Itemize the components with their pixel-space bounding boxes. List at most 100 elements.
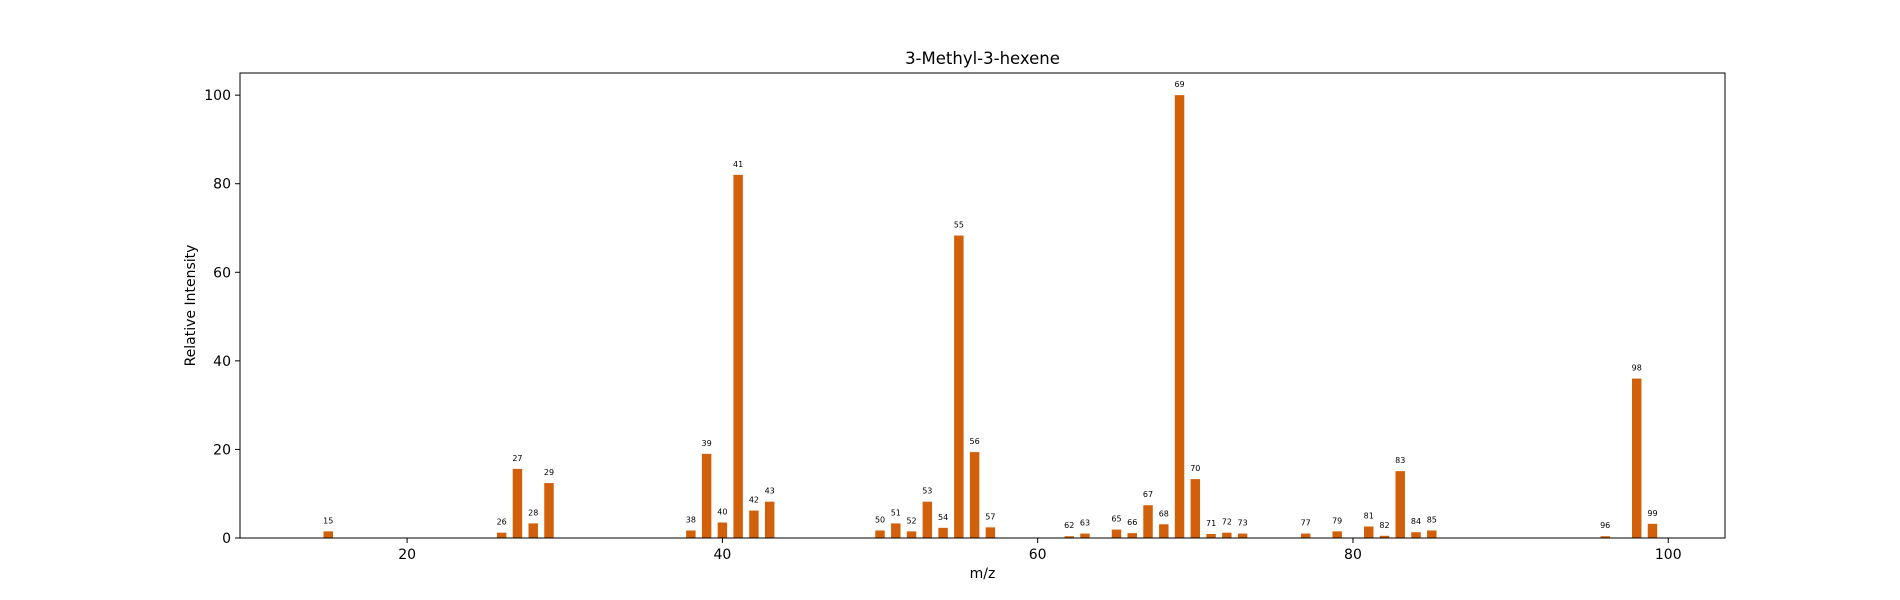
bar-mz-67 bbox=[1143, 505, 1153, 538]
data-label-mz-83: 83 bbox=[1395, 456, 1405, 465]
data-label-mz-96: 96 bbox=[1600, 521, 1610, 530]
data-label-mz-54: 54 bbox=[938, 513, 948, 522]
data-label-mz-84: 84 bbox=[1411, 517, 1421, 526]
bar-mz-27 bbox=[512, 468, 523, 538]
data-label-mz-38: 38 bbox=[686, 515, 696, 524]
bar-mz-98 bbox=[1631, 378, 1642, 538]
data-label-mz-99: 99 bbox=[1647, 509, 1657, 518]
data-label-mz-69: 69 bbox=[1174, 80, 1184, 89]
data-label-mz-70: 70 bbox=[1190, 464, 1200, 473]
bar-mz-41 bbox=[733, 174, 743, 538]
data-label-mz-62: 62 bbox=[1064, 521, 1074, 530]
data-label-mz-65: 65 bbox=[1111, 515, 1121, 524]
y-axis-title: Relative Intensity bbox=[183, 245, 199, 367]
bar-mz-96 bbox=[1600, 536, 1610, 538]
y-tick-label-40: 40 bbox=[213, 354, 231, 370]
data-label-mz-40: 40 bbox=[717, 508, 727, 517]
bar-mz-62 bbox=[1064, 536, 1074, 538]
bar-mz-39 bbox=[701, 453, 712, 538]
bar-mz-54 bbox=[938, 527, 948, 538]
y-tick-label-20: 20 bbox=[213, 442, 231, 458]
data-label-mz-72: 72 bbox=[1222, 518, 1232, 527]
bar-mz-29 bbox=[544, 483, 554, 538]
y-tick-label-0: 0 bbox=[222, 531, 231, 547]
bar-mz-66 bbox=[1127, 533, 1137, 538]
data-label-mz-53: 53 bbox=[922, 487, 932, 496]
y-tick-label-80: 80 bbox=[213, 177, 231, 193]
data-label-mz-68: 68 bbox=[1159, 509, 1169, 518]
data-label-mz-39: 39 bbox=[702, 439, 712, 448]
bar-mz-53 bbox=[922, 501, 933, 538]
plot-frame bbox=[239, 72, 1726, 539]
data-label-mz-26: 26 bbox=[497, 518, 507, 527]
bar-mz-15 bbox=[323, 531, 334, 538]
bar-mz-43 bbox=[764, 501, 775, 538]
data-label-mz-29: 29 bbox=[544, 468, 554, 477]
bar-mz-99 bbox=[1647, 523, 1658, 538]
data-label-mz-98: 98 bbox=[1632, 364, 1642, 373]
data-label-mz-77: 77 bbox=[1301, 519, 1311, 528]
data-label-mz-73: 73 bbox=[1238, 519, 1248, 528]
bar-mz-63 bbox=[1080, 533, 1090, 538]
x-tick-label-100: 100 bbox=[1655, 547, 1682, 563]
data-label-mz-28: 28 bbox=[528, 508, 538, 517]
data-label-mz-81: 81 bbox=[1364, 511, 1374, 520]
bar-mz-26 bbox=[496, 532, 507, 538]
data-label-mz-67: 67 bbox=[1143, 490, 1153, 499]
data-label-mz-85: 85 bbox=[1427, 515, 1437, 524]
data-label-mz-57: 57 bbox=[985, 512, 995, 521]
data-label-mz-51: 51 bbox=[891, 508, 901, 517]
bar-mz-68 bbox=[1159, 524, 1169, 538]
data-label-mz-56: 56 bbox=[970, 437, 980, 446]
data-label-mz-79: 79 bbox=[1332, 516, 1342, 525]
data-label-mz-82: 82 bbox=[1379, 521, 1389, 530]
y-tick-label-100: 100 bbox=[204, 88, 231, 104]
bar-mz-83 bbox=[1395, 471, 1405, 538]
bar-mz-50 bbox=[875, 530, 885, 538]
bar-mz-69 bbox=[1174, 95, 1185, 539]
data-labels-layer: 15 26 27 28 29 38 39 40 41 42 43 50 51 52 53 54 55 56 57 62… bbox=[323, 80, 1657, 530]
bar-mz-84 bbox=[1411, 532, 1421, 538]
bar-mz-73 bbox=[1237, 533, 1248, 538]
y-axis: 0 20 40 60 80 100 bbox=[204, 88, 240, 547]
x-axis: 20 40 60 80 100 bbox=[398, 538, 1682, 563]
x-tick-label-80: 80 bbox=[1344, 547, 1362, 563]
data-label-mz-66: 66 bbox=[1127, 518, 1137, 527]
y-tick-label-60: 60 bbox=[213, 265, 231, 281]
bar-mz-70 bbox=[1190, 479, 1201, 538]
bar-mz-82 bbox=[1379, 535, 1390, 538]
bar-mz-42 bbox=[749, 510, 759, 538]
bar-mz-77 bbox=[1300, 533, 1311, 538]
data-label-mz-63: 63 bbox=[1080, 519, 1090, 528]
data-label-mz-71: 71 bbox=[1206, 519, 1216, 528]
data-label-mz-15: 15 bbox=[323, 516, 333, 525]
bar-mz-28 bbox=[528, 523, 538, 538]
data-label-mz-27: 27 bbox=[512, 454, 522, 463]
data-label-mz-41: 41 bbox=[733, 160, 743, 169]
data-label-mz-52: 52 bbox=[906, 516, 916, 525]
data-label-mz-50: 50 bbox=[875, 515, 885, 524]
bars-layer bbox=[323, 95, 1658, 539]
bar-mz-56 bbox=[969, 452, 980, 538]
bar-mz-71 bbox=[1206, 534, 1216, 538]
bar-mz-85 bbox=[1427, 530, 1437, 538]
x-tick-label-40: 40 bbox=[713, 547, 731, 563]
x-tick-label-20: 20 bbox=[398, 547, 416, 563]
bar-mz-72 bbox=[1222, 532, 1232, 538]
bar-mz-65 bbox=[1111, 529, 1122, 538]
bar-mz-57 bbox=[985, 527, 996, 538]
x-axis-title: m/z bbox=[970, 566, 996, 582]
chart-title: 3-Methyl-3-hexene bbox=[905, 49, 1060, 68]
bar-mz-55 bbox=[954, 235, 964, 538]
data-label-mz-43: 43 bbox=[765, 487, 775, 496]
bar-mz-79 bbox=[1332, 531, 1342, 538]
bar-mz-51 bbox=[891, 523, 901, 538]
x-tick-label-60: 60 bbox=[1029, 547, 1047, 563]
data-label-mz-55: 55 bbox=[954, 221, 964, 230]
bar-mz-52 bbox=[906, 531, 917, 538]
bar-mz-38 bbox=[686, 530, 696, 538]
bar-mz-40 bbox=[717, 522, 728, 538]
data-label-mz-42: 42 bbox=[749, 496, 759, 505]
